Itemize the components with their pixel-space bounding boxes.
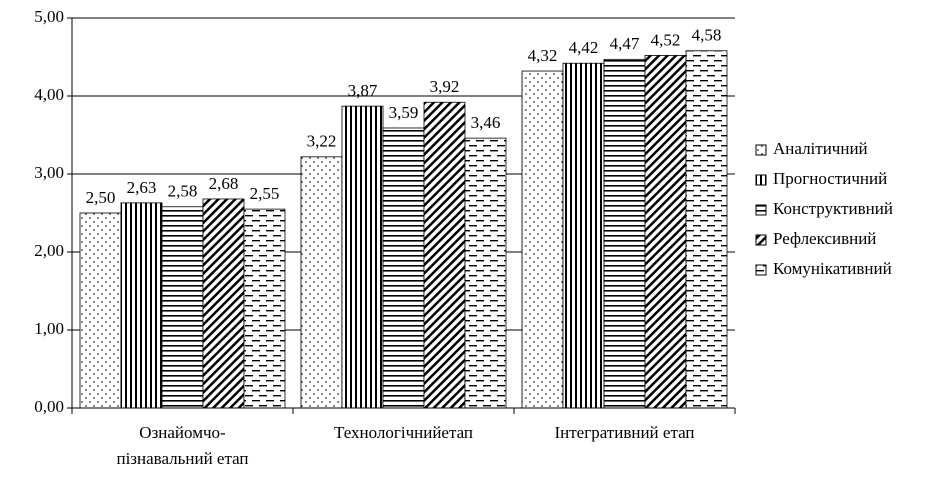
value-label: 2,63 [127,178,157,197]
bar [685,50,728,409]
bar [79,212,122,409]
value-label: 3,46 [471,113,501,132]
bar [464,137,507,409]
legend-swatch [755,204,767,216]
x-tick-label: Технологічнийетап [333,423,474,442]
bar [202,198,245,409]
bar [644,55,687,409]
y-tick-label: 4,00 [34,85,64,104]
x-tick-label: Інтегративний етап [554,423,695,442]
value-label: 4,52 [651,30,681,49]
value-label: 2,68 [209,174,239,193]
bar [161,206,204,409]
legend-label: Аналітичний [773,139,868,158]
value-label: 2,55 [250,184,280,203]
value-label: 2,50 [86,188,116,207]
value-label: 3,22 [307,132,337,151]
y-tick-label: 0,00 [34,397,64,416]
y-tick-label: 1,00 [34,319,64,338]
legend-label: Прогностичний [773,169,887,188]
legend-label: Рефлексивний [773,229,876,248]
legend-label: Конструктивний [773,199,893,218]
value-label: 4,42 [569,38,599,57]
value-label: 4,58 [692,26,722,45]
value-label: 3,59 [389,103,419,122]
bar [603,58,646,409]
bar [300,156,343,409]
x-tick-label: Ознайомчо- пізнавальний етап [116,423,249,468]
y-tick-label: 3,00 [34,163,64,182]
bar [423,101,466,409]
value-label: 2,58 [168,182,198,201]
legend-swatch [755,144,767,156]
value-label: 3,87 [348,81,378,100]
y-tick-label: 2,00 [34,241,64,260]
legend-swatch [755,264,767,276]
value-label: 4,47 [610,34,640,53]
legend-swatch [755,174,767,186]
value-label: 3,92 [430,77,460,96]
bar [120,202,163,409]
legend-swatch [755,234,767,246]
bar [382,127,425,409]
bar [243,208,286,409]
value-label: 4,32 [528,46,558,65]
bar [341,105,384,409]
bar [521,70,564,409]
legend-label: Комунікативний [773,259,892,278]
y-tick-label: 5,00 [34,7,64,26]
bar [562,62,605,409]
